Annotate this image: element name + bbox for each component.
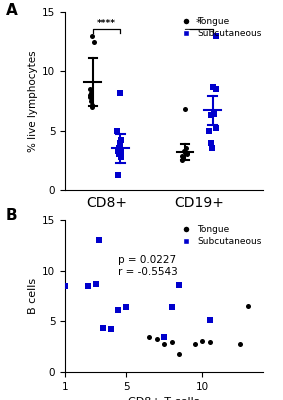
Point xyxy=(192,340,197,347)
Point xyxy=(177,350,182,357)
Point xyxy=(89,98,93,104)
Y-axis label: % live lymphocytes: % live lymphocytes xyxy=(28,50,38,152)
Point xyxy=(90,32,95,39)
Point xyxy=(180,157,184,164)
Point xyxy=(246,303,250,309)
Point xyxy=(180,152,185,159)
Point xyxy=(208,338,212,345)
Point xyxy=(185,151,190,158)
Point xyxy=(116,307,121,313)
Point xyxy=(183,106,187,112)
Point xyxy=(118,154,123,160)
Point xyxy=(170,304,174,310)
Point xyxy=(63,283,67,289)
Point xyxy=(213,32,218,39)
Point xyxy=(116,171,120,178)
Point xyxy=(181,154,185,160)
Point xyxy=(162,340,166,347)
Point xyxy=(181,148,186,154)
Point xyxy=(211,84,215,90)
Text: B: B xyxy=(6,208,17,223)
Text: ****: **** xyxy=(97,19,116,28)
Point xyxy=(109,326,113,333)
Point xyxy=(170,338,174,345)
Point xyxy=(118,137,123,143)
Point xyxy=(118,139,122,146)
Point xyxy=(88,94,92,101)
Point xyxy=(101,325,106,332)
Point xyxy=(89,101,94,108)
Legend: Tongue, Subcutaneous: Tongue, Subcutaneous xyxy=(176,224,263,247)
Point xyxy=(177,282,182,288)
Point xyxy=(118,90,122,96)
Point xyxy=(213,86,218,92)
Point xyxy=(208,112,213,118)
Point xyxy=(208,317,212,324)
Point xyxy=(183,149,187,155)
Point xyxy=(87,86,92,92)
Point xyxy=(147,333,151,340)
Legend: Tongue, Subcutaneous: Tongue, Subcutaneous xyxy=(176,16,263,39)
Point xyxy=(96,237,101,244)
Point xyxy=(162,333,166,340)
Point xyxy=(154,335,159,342)
Point xyxy=(213,125,218,132)
Point xyxy=(117,151,121,158)
Point xyxy=(124,304,128,310)
Point xyxy=(93,281,98,287)
Point xyxy=(117,145,121,152)
Point xyxy=(212,110,216,116)
Point xyxy=(211,111,216,117)
Text: A: A xyxy=(6,3,18,18)
Point xyxy=(184,145,188,152)
Point xyxy=(207,128,212,134)
Point xyxy=(118,142,122,148)
Point xyxy=(90,104,94,110)
Point xyxy=(210,145,214,152)
Point xyxy=(209,139,213,146)
Point xyxy=(200,337,205,344)
Point xyxy=(238,340,243,347)
Point xyxy=(88,92,93,98)
Text: p = 0.0227
r = -0.5543: p = 0.0227 r = -0.5543 xyxy=(118,256,178,277)
Point xyxy=(119,152,123,159)
Point xyxy=(92,38,97,45)
Point xyxy=(86,283,90,289)
Point xyxy=(116,148,121,154)
Point xyxy=(185,150,190,156)
X-axis label: CD8+ T cells: CD8+ T cells xyxy=(128,397,200,400)
Y-axis label: B cells: B cells xyxy=(28,278,38,314)
Text: *: * xyxy=(196,18,201,28)
Point xyxy=(115,128,120,134)
Point xyxy=(117,151,121,158)
Point xyxy=(89,90,94,96)
Point xyxy=(119,149,123,155)
